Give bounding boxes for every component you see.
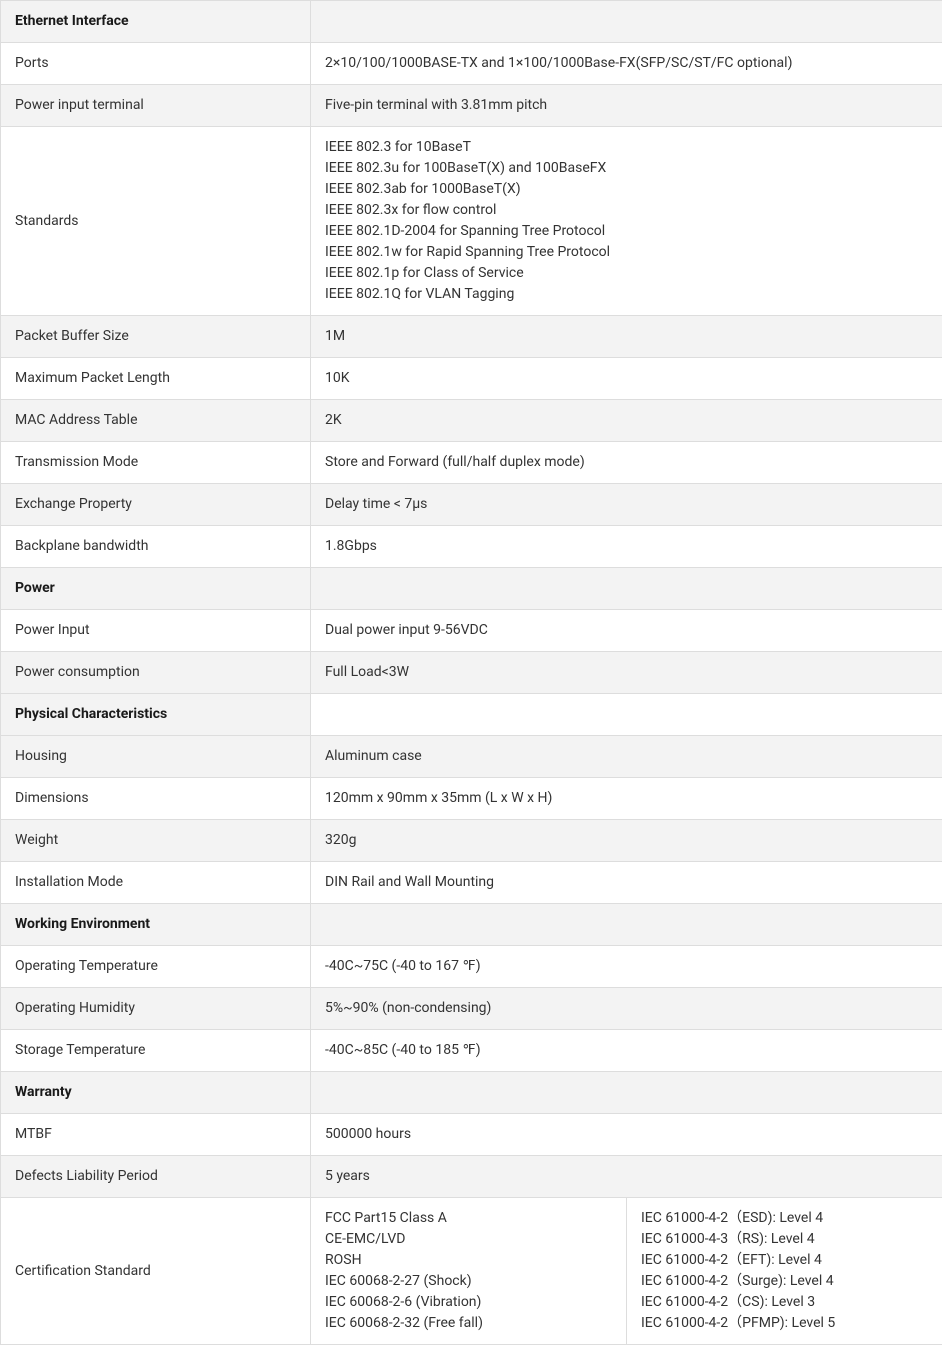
value: Dual power input 9-56VDC — [311, 610, 942, 652]
empty-cell — [311, 1072, 942, 1114]
label: Maximum Packet Length — [1, 358, 311, 400]
value: Full Load<3W — [311, 652, 942, 694]
row-dimensions: Dimensions 120mm x 90mm x 35mm (L x W x … — [1, 778, 942, 820]
row-operating-temperature: Operating Temperature -40C~75C (-40 to 1… — [1, 946, 942, 988]
row-weight: Weight 320g — [1, 820, 942, 862]
row-installation-mode: Installation Mode DIN Rail and Wall Moun… — [1, 862, 942, 904]
row-backplane: Backplane bandwidth 1.8Gbps — [1, 526, 942, 568]
row-certification-standard: Certification Standard FCC Part15 Class … — [1, 1198, 942, 1345]
section-title: Warranty — [1, 1072, 311, 1114]
row-storage-temperature: Storage Temperature -40C~85C (-40 to 185… — [1, 1030, 942, 1072]
row-mtbf: MTBF 500000 hours — [1, 1114, 942, 1156]
label: Exchange Property — [1, 484, 311, 526]
row-max-packet-length: Maximum Packet Length 10K — [1, 358, 942, 400]
row-power-input: Power Input Dual power input 9-56VDC — [1, 610, 942, 652]
value: 1.8Gbps — [311, 526, 942, 568]
value: DIN Rail and Wall Mounting — [311, 862, 942, 904]
label: Power consumption — [1, 652, 311, 694]
value: 500000 hours — [311, 1114, 942, 1156]
label: Defects Liability Period — [1, 1156, 311, 1198]
value: IEEE 802.3 for 10BaseT IEEE 802.3u for 1… — [311, 127, 942, 316]
label: MAC Address Table — [1, 400, 311, 442]
value: 2K — [311, 400, 942, 442]
row-operating-humidity: Operating Humidity 5%~90% (non-condensin… — [1, 988, 942, 1030]
value: 5 years — [311, 1156, 942, 1198]
label: MTBF — [1, 1114, 311, 1156]
label: Installation Mode — [1, 862, 311, 904]
label: Dimensions — [1, 778, 311, 820]
label: Power input terminal — [1, 85, 311, 127]
row-housing: Housing Aluminum case — [1, 736, 942, 778]
label: Power Input — [1, 610, 311, 652]
label: Storage Temperature — [1, 1030, 311, 1072]
value: -40C~85C (-40 to 185 ℉) — [311, 1030, 942, 1072]
label: Standards — [1, 127, 311, 316]
value: 1M — [311, 316, 942, 358]
section-header-ethernet: Ethernet Interface — [1, 1, 942, 43]
value: Delay time < 7μs — [311, 484, 942, 526]
empty-cell — [311, 694, 942, 736]
row-transmission-mode: Transmission Mode Store and Forward (ful… — [1, 442, 942, 484]
label: Backplane bandwidth — [1, 526, 311, 568]
row-standards: Standards IEEE 802.3 for 10BaseT IEEE 80… — [1, 127, 942, 316]
value: 2×10/100/1000BASE-TX and 1×100/1000Base-… — [311, 43, 942, 85]
row-packet-buffer: Packet Buffer Size 1M — [1, 316, 942, 358]
label: Certification Standard — [1, 1198, 311, 1345]
row-exchange-property: Exchange Property Delay time < 7μs — [1, 484, 942, 526]
spec-table: Ethernet Interface Ports 2×10/100/1000BA… — [0, 0, 942, 1345]
value: Store and Forward (full/half duplex mode… — [311, 442, 942, 484]
row-mac-table: MAC Address Table 2K — [1, 400, 942, 442]
empty-cell — [311, 1, 942, 43]
label: Housing — [1, 736, 311, 778]
cert-col-a: FCC Part15 Class A CE-EMC/LVD ROSH IEC 6… — [311, 1198, 627, 1345]
row-defects-liability: Defects Liability Period 5 years — [1, 1156, 942, 1198]
section-header-physical: Physical Characteristics — [1, 694, 942, 736]
empty-cell — [311, 568, 942, 610]
value: Aluminum case — [311, 736, 942, 778]
row-ports: Ports 2×10/100/1000BASE-TX and 1×100/100… — [1, 43, 942, 85]
label: Ports — [1, 43, 311, 85]
value: 320g — [311, 820, 942, 862]
section-title: Working Environment — [1, 904, 311, 946]
section-title: Power — [1, 568, 311, 610]
label: Transmission Mode — [1, 442, 311, 484]
section-header-environment: Working Environment — [1, 904, 942, 946]
value: 120mm x 90mm x 35mm (L x W x H) — [311, 778, 942, 820]
section-header-power: Power — [1, 568, 942, 610]
cert-col-b: IEC 61000-4-2（ESD): Level 4 IEC 61000-4-… — [627, 1198, 942, 1345]
value: Five-pin terminal with 3.81mm pitch — [311, 85, 942, 127]
label: Operating Humidity — [1, 988, 311, 1030]
section-title: Physical Characteristics — [1, 694, 311, 736]
value: -40C~75C (-40 to 167 ℉) — [311, 946, 942, 988]
row-power-input-terminal: Power input terminal Five-pin terminal w… — [1, 85, 942, 127]
label: Operating Temperature — [1, 946, 311, 988]
value: 5%~90% (non-condensing) — [311, 988, 942, 1030]
label: Packet Buffer Size — [1, 316, 311, 358]
row-power-consumption: Power consumption Full Load<3W — [1, 652, 942, 694]
section-title: Ethernet Interface — [1, 1, 311, 43]
section-header-warranty: Warranty — [1, 1072, 942, 1114]
label: Weight — [1, 820, 311, 862]
empty-cell — [311, 904, 942, 946]
value: 10K — [311, 358, 942, 400]
